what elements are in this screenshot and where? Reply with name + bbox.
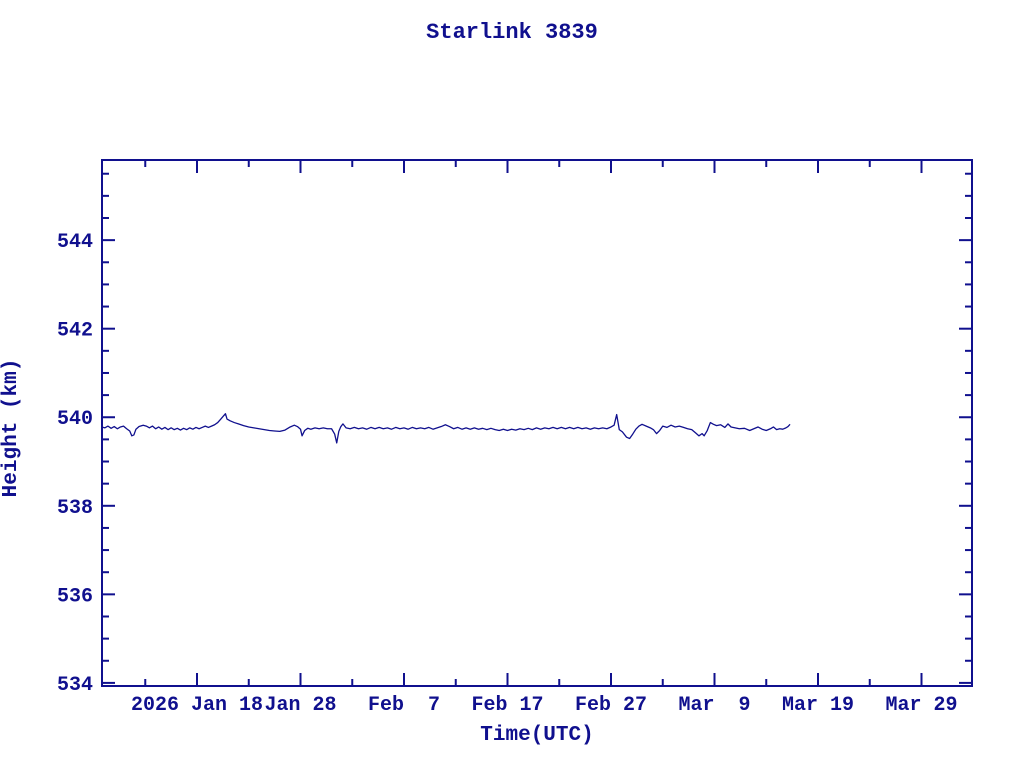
x-axis-label: Time(UTC) [480,724,593,747]
x-tick-label: Mar 29 [885,694,957,717]
y-tick-label: 538 [57,497,93,520]
x-tick-label: Mar 19 [782,694,854,717]
x-tick-label: Feb 27 [575,694,647,717]
y-tick-label: 540 [57,408,93,431]
y-tick-label: 534 [57,674,93,697]
x-tick-label: Jan 28 [265,694,337,717]
x-tick-label: Mar 9 [678,694,750,717]
y-tick-label: 536 [57,585,93,608]
y-tick-label: 542 [57,320,93,343]
axis-ticks [102,160,972,686]
axis-tick-labels: 2026 Jan 18 Jan 28 Feb 7 Feb 17 Feb 27 Mar 9 M… [57,231,958,717]
y-tick-label: 544 [57,231,93,254]
height-series-line [101,413,791,444]
x-tick-label: Feb 17 [471,694,543,717]
x-tick-label: 2026 Jan 18 [131,694,263,717]
y-axis-label: Height (km) [0,359,23,498]
data-series [101,413,791,444]
plot-area-frame [101,159,973,687]
x-tick-label: Feb 7 [368,694,440,717]
chart-title: Starlink 3839 [426,20,598,45]
